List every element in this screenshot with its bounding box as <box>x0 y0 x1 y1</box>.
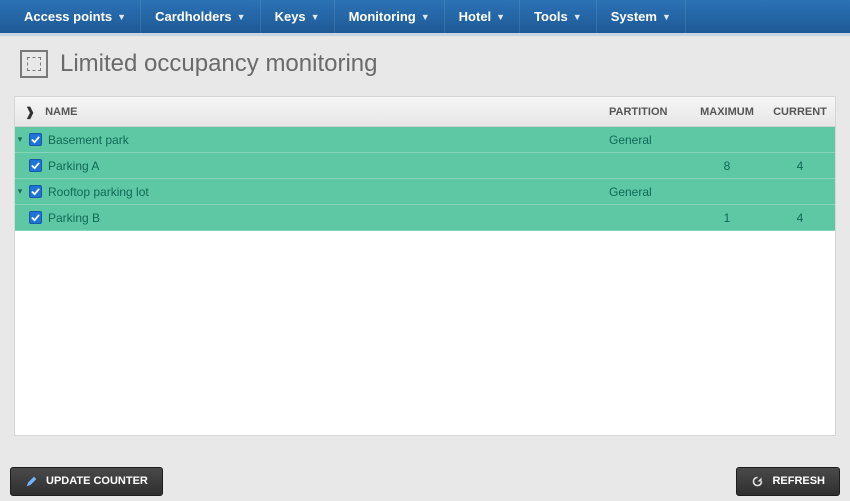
checkbox[interactable] <box>29 185 42 198</box>
checkbox[interactable] <box>29 133 42 146</box>
tree-row-parent[interactable]: ▾ Rooftop parking lot General <box>15 179 835 205</box>
nav-cardholders[interactable]: Cardholders ▼ <box>141 0 261 35</box>
nav-label: Hotel <box>459 9 492 24</box>
checkbox[interactable] <box>29 159 42 172</box>
nav-label: Cardholders <box>155 9 232 24</box>
expand-all-toggle[interactable]: ❱ <box>25 105 35 119</box>
button-label: REFRESH <box>772 475 825 487</box>
chevron-down-icon: ▼ <box>117 12 126 22</box>
chevron-down-icon: ▼ <box>237 12 246 22</box>
nav-label: Keys <box>275 9 306 24</box>
col-current-label: CURRENT <box>765 106 835 118</box>
row-name: Rooftop parking lot <box>48 185 149 199</box>
nav-label: Monitoring <box>349 9 416 24</box>
tree-collapse-icon[interactable]: ▾ <box>15 186 25 197</box>
refresh-icon <box>751 475 764 488</box>
col-name-label: NAME <box>45 106 77 118</box>
row-name: Basement park <box>48 133 129 147</box>
page-title: Limited occupancy monitoring <box>60 50 378 78</box>
nav-system[interactable]: System ▼ <box>597 0 686 35</box>
chevron-down-icon: ▼ <box>662 12 671 22</box>
nav-access-points[interactable]: Access points ▼ <box>10 0 141 35</box>
chevron-down-icon: ▼ <box>573 12 582 22</box>
nav-hotel[interactable]: Hotel ▼ <box>445 0 520 35</box>
row-name: Parking A <box>48 159 99 173</box>
row-partition: General <box>609 185 689 199</box>
nav-label: System <box>611 9 657 24</box>
chevron-down-icon: ▼ <box>421 12 430 22</box>
tree-body: ▾ Basement park General Parking A 8 4 ▾ … <box>15 127 835 231</box>
tree-row-child[interactable]: Parking B 1 4 <box>15 205 835 231</box>
tree-collapse-icon[interactable]: ▾ <box>15 134 25 145</box>
row-maximum: 1 <box>689 211 765 225</box>
update-counter-button[interactable]: UPDATE COUNTER <box>10 467 163 496</box>
chevron-down-icon: ▼ <box>311 12 320 22</box>
nav-label: Tools <box>534 9 568 24</box>
nav-tools[interactable]: Tools ▼ <box>520 0 597 35</box>
table-header: ❱ NAME PARTITION MAXIMUM CURRENT <box>15 97 835 127</box>
nav-label: Access points <box>24 9 112 24</box>
main-panel: ❱ NAME PARTITION MAXIMUM CURRENT ▾ Basem… <box>14 96 836 436</box>
pencil-icon <box>25 475 38 488</box>
col-partition-label: PARTITION <box>609 106 689 118</box>
row-current: 4 <box>765 159 835 173</box>
nav-monitoring[interactable]: Monitoring ▼ <box>335 0 445 35</box>
nav-keys[interactable]: Keys ▼ <box>261 0 335 35</box>
occupancy-icon <box>20 50 48 78</box>
chevron-down-icon: ▼ <box>496 12 505 22</box>
row-name: Parking B <box>48 211 100 225</box>
tree-row-child[interactable]: Parking A 8 4 <box>15 153 835 179</box>
button-label: UPDATE COUNTER <box>46 475 148 487</box>
col-maximum-label: MAXIMUM <box>689 106 765 118</box>
row-current: 4 <box>765 211 835 225</box>
row-maximum: 8 <box>689 159 765 173</box>
refresh-button[interactable]: REFRESH <box>736 467 840 496</box>
footer-bar: UPDATE COUNTER REFRESH <box>0 461 850 501</box>
checkbox[interactable] <box>29 211 42 224</box>
top-nav: Access points ▼ Cardholders ▼ Keys ▼ Monito… <box>0 0 850 36</box>
row-partition: General <box>609 133 689 147</box>
page-header: Limited occupancy monitoring <box>0 36 850 96</box>
tree-row-parent[interactable]: ▾ Basement park General <box>15 127 835 153</box>
